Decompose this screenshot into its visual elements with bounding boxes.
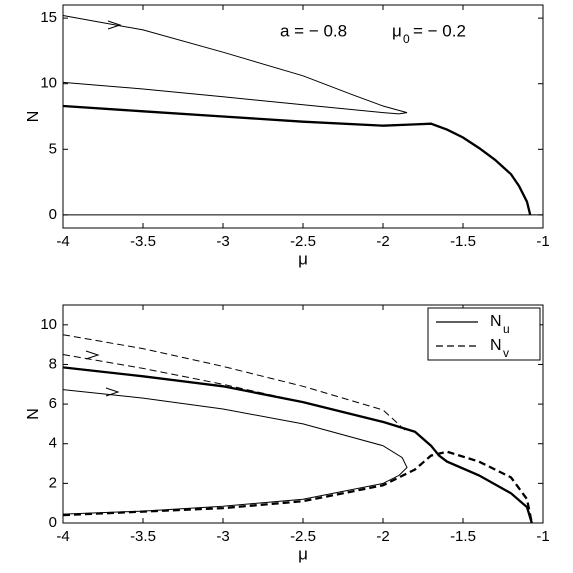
y-tick-label: 10 (40, 316, 57, 333)
x-tick-label: -4 (56, 233, 69, 250)
y-tick-label: 6 (49, 395, 57, 412)
direction-arrow (85, 350, 100, 360)
y-tick-label: 0 (49, 206, 57, 223)
x-tick-label: -3.5 (130, 528, 156, 545)
legend-label: u (503, 322, 510, 336)
y-axis-label: N (25, 111, 42, 123)
annotation: μ (392, 21, 402, 40)
annotation: = − 0.2 (413, 21, 466, 40)
y-tick-label: 10 (40, 75, 57, 92)
annotation: a = − 0.8 (280, 21, 347, 40)
y-axis-label: N (25, 408, 42, 420)
x-axis-label: μ (298, 249, 308, 268)
x-tick-label: -2.5 (290, 233, 316, 250)
curve (62, 366, 533, 524)
legend-label: N (490, 313, 502, 330)
y-tick-label: 5 (49, 140, 57, 157)
legend-label: N (490, 337, 502, 354)
curve (62, 450, 533, 524)
curve (62, 104, 532, 216)
y-tick-label: 2 (49, 474, 57, 491)
curve (62, 15, 408, 115)
x-tick-label: -3 (216, 528, 229, 545)
curve (62, 334, 408, 433)
annotation: 0 (403, 32, 410, 46)
x-axis-label: μ (298, 544, 308, 563)
x-tick-label: -1 (536, 528, 549, 545)
y-tick-label: 15 (40, 9, 57, 26)
x-tick-label: -2.5 (290, 528, 316, 545)
y-tick-label: 4 (49, 435, 57, 452)
x-tick-label: -2 (376, 528, 389, 545)
legend-box (427, 307, 541, 361)
x-tick-label: -1 (536, 233, 549, 250)
direction-arrow (107, 20, 122, 30)
x-tick-label: -1.5 (450, 528, 476, 545)
x-tick-label: -3 (216, 233, 229, 250)
x-tick-label: -1.5 (450, 233, 476, 250)
legend-label: v (503, 346, 509, 360)
x-tick-label: -3.5 (130, 233, 156, 250)
x-tick-label: -2 (376, 233, 389, 250)
x-tick-label: -4 (56, 528, 69, 545)
y-tick-label: 8 (49, 355, 57, 372)
curve (62, 354, 408, 431)
curve (62, 389, 408, 515)
y-tick-label: 0 (49, 514, 57, 531)
